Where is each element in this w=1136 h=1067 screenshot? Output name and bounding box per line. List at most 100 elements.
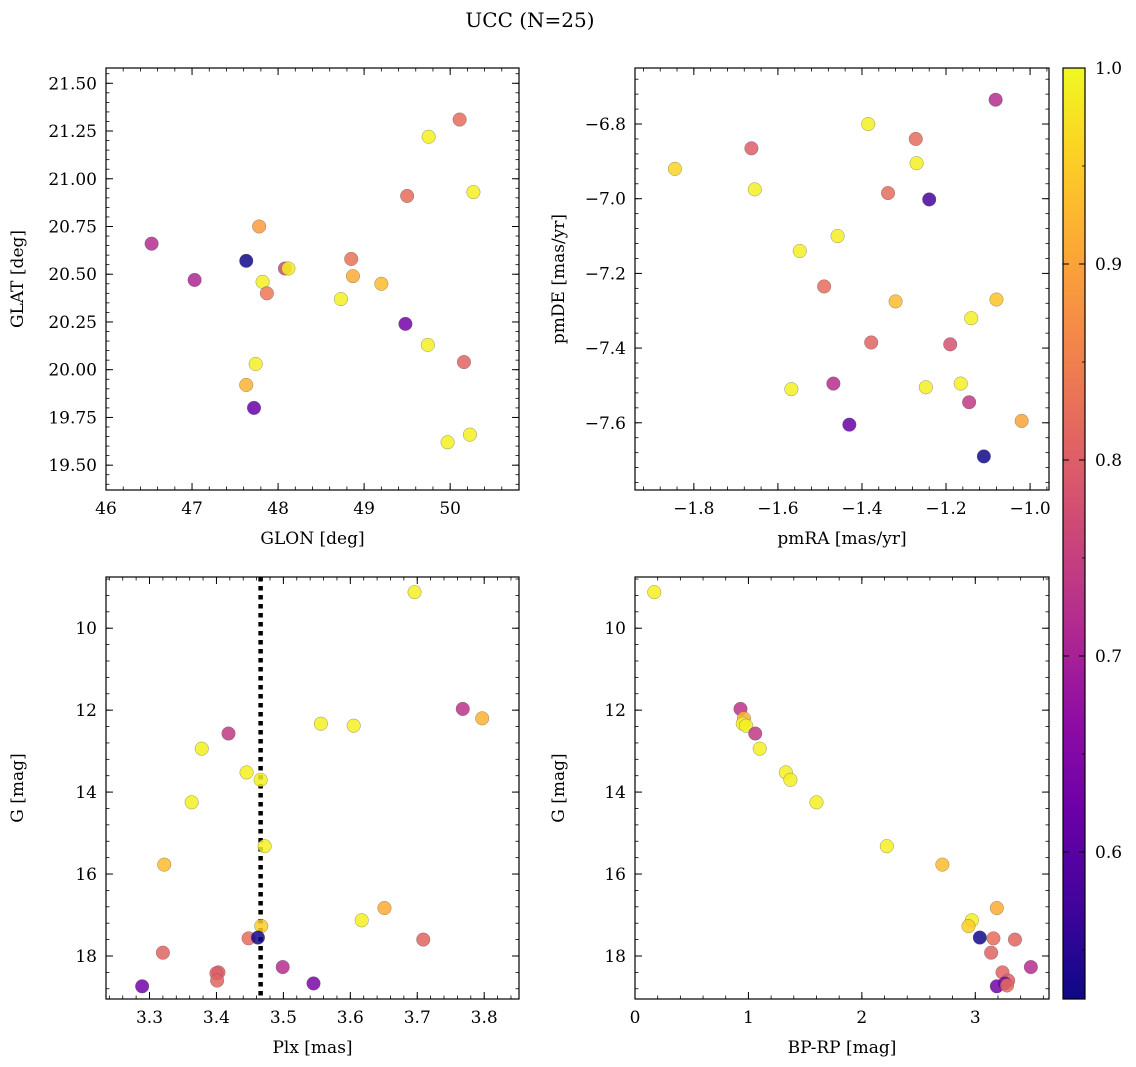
- x-tick-label: 2: [856, 1008, 867, 1028]
- x-tick-label: −1.6: [757, 499, 798, 519]
- x-axis-ticks: 0 1 2 3: [630, 577, 1044, 1028]
- data-point: [306, 976, 321, 991]
- x-tick-label: 3.8: [471, 1008, 498, 1028]
- colorbar-tick-label: 0.8: [1095, 451, 1122, 471]
- x-axis-label: BP-RP [mag]: [788, 1038, 897, 1058]
- data-point: [739, 718, 754, 733]
- data-point: [989, 900, 1004, 916]
- data-point: [456, 355, 471, 370]
- y-tick-label: −6.8: [585, 115, 626, 135]
- y-tick-label: 18: [75, 947, 97, 967]
- y-tick-label: 16: [75, 865, 97, 885]
- data-point: [187, 272, 202, 288]
- y-tick-label: 14: [604, 783, 626, 803]
- data-point: [157, 857, 172, 872]
- data-point: [248, 356, 263, 372]
- data-point: [421, 129, 436, 144]
- data-point: [452, 112, 467, 127]
- data-point: [984, 945, 999, 960]
- x-tick-label: 3.3: [136, 1008, 163, 1028]
- data-point: [909, 156, 924, 171]
- data-point: [407, 585, 422, 600]
- data-point: [748, 726, 763, 741]
- data-point: [953, 376, 968, 391]
- data-point: [144, 236, 159, 251]
- y-tick-label: 12: [604, 701, 626, 721]
- data-point: [194, 741, 209, 756]
- data-point: [475, 711, 490, 726]
- data-point: [155, 945, 170, 960]
- data-point: [918, 380, 933, 395]
- data-point: [943, 337, 958, 352]
- data-point: [908, 131, 923, 147]
- y-axis-label: G [mag]: [549, 753, 569, 822]
- data-point: [1007, 932, 1023, 947]
- data-point: [259, 286, 274, 301]
- scatter-panel-2: −1.8 −1.6 −1.4 −1.2 −1.0 −6.8 −7.0 −7.2 −7.4 −7.6…: [549, 67, 1051, 549]
- x-tick-label: 48: [267, 499, 289, 519]
- data-point: [333, 291, 348, 307]
- data-point: [345, 269, 360, 284]
- y-tick-label: 18: [604, 947, 626, 967]
- x-axis-label: GLON [deg]: [260, 529, 364, 549]
- data-point: [440, 435, 455, 450]
- x-tick-label: −1.2: [925, 499, 966, 519]
- panels: 46 47 48 49 50 19.50 19.75 20.00 20.25 20.50 20.75…: [8, 67, 1051, 1058]
- y-tick-label: 10: [75, 619, 97, 639]
- scatter-points: [135, 585, 490, 994]
- y-axis-ticks: −6.8 −7.0 −7.2 −7.4 −7.6: [585, 78, 1049, 483]
- x-tick-label: 3.5: [270, 1008, 297, 1028]
- plot-frame: [105, 67, 520, 491]
- x-axis-label: Plx [mas]: [272, 1038, 352, 1058]
- y-tick-label: 19.50: [48, 456, 97, 476]
- data-point: [792, 243, 807, 259]
- x-axis-ticks: 46 47 48 49 50: [95, 68, 520, 519]
- data-point: [880, 186, 896, 201]
- x-tick-label: 3.4: [203, 1008, 230, 1028]
- data-point: [976, 449, 991, 464]
- data-point: [374, 276, 389, 291]
- data-point: [400, 188, 415, 203]
- data-point: [879, 839, 894, 854]
- x-tick-label: 50: [439, 499, 461, 519]
- data-point: [135, 979, 150, 994]
- data-point: [250, 930, 265, 945]
- data-point: [221, 726, 236, 741]
- data-point: [964, 311, 979, 326]
- y-axis-label: G [mag]: [8, 753, 28, 822]
- x-tick-label: 47: [181, 499, 203, 519]
- data-point: [246, 400, 262, 415]
- y-tick-label: 12: [75, 701, 97, 721]
- data-point: [667, 161, 682, 176]
- data-point: [988, 92, 1003, 107]
- y-axis-ticks: 10 12 14 16 18: [75, 578, 519, 990]
- data-point: [253, 772, 268, 787]
- y-tick-label: 20.00: [48, 361, 97, 381]
- data-point: [888, 294, 903, 309]
- y-tick-label: 21.50: [48, 74, 97, 94]
- x-tick-label: −1.0: [1009, 499, 1050, 519]
- data-point: [1014, 413, 1029, 428]
- data-point: [275, 959, 290, 975]
- colorbar: 0.6 0.7 0.8 0.9 1.0: [1062, 59, 1122, 1000]
- data-point: [420, 337, 435, 352]
- data-point: [281, 261, 296, 276]
- data-point: [462, 427, 478, 442]
- data-point: [747, 182, 762, 197]
- y-tick-label: 19.75: [48, 408, 97, 428]
- data-point: [239, 253, 254, 268]
- data-point: [986, 931, 1001, 946]
- colorbar-tick-label: 0.6: [1095, 843, 1122, 863]
- data-point: [239, 377, 254, 393]
- data-point: [961, 919, 976, 934]
- x-tick-label: 49: [353, 499, 375, 519]
- y-axis-ticks: 10 12 14 16 18: [604, 578, 1049, 990]
- x-tick-label: 1: [743, 1008, 754, 1028]
- data-point: [826, 376, 841, 391]
- x-tick-label: 3.7: [404, 1008, 431, 1028]
- colorbar-gradient: [1062, 67, 1086, 1000]
- data-point: [972, 930, 987, 945]
- x-tick-label: 0: [630, 1008, 641, 1028]
- scatter-panel-1: 46 47 48 49 50 19.50 19.75 20.00 20.25 20.50 20.75…: [8, 67, 520, 549]
